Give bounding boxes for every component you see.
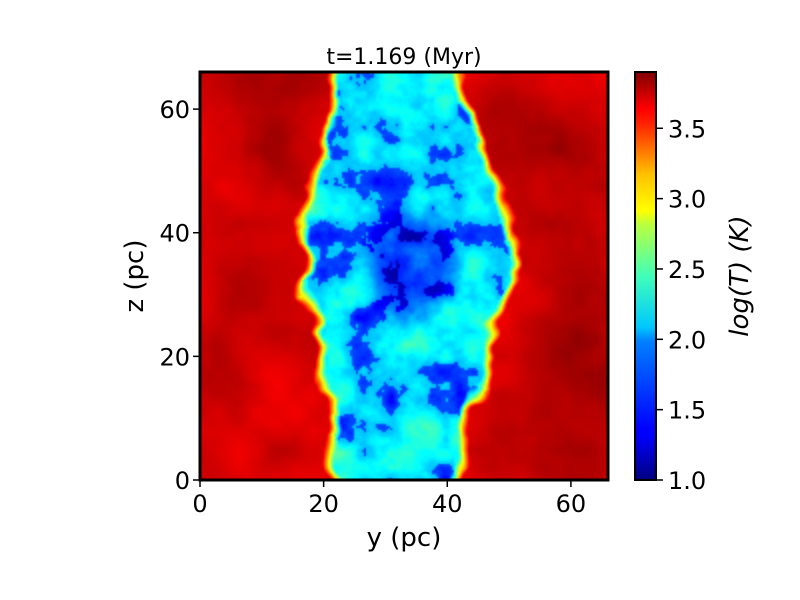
x-tick-label: 40	[432, 490, 463, 518]
colorbar	[634, 71, 657, 481]
x-axis-label: y (pc)	[367, 523, 442, 553]
colorbar-axis: 1.0 1.5 2.0 2.5 3.0 3.5	[656, 115, 706, 495]
heatmap	[200, 72, 608, 480]
y-tick-label: 60	[159, 96, 190, 124]
colorbar-tick-label: 2.5	[668, 256, 706, 284]
x-tick-label: 0	[192, 490, 207, 518]
colorbar-tick-label: 1.0	[668, 467, 706, 495]
colorbar-tick-label: 3.5	[668, 115, 706, 143]
colorbar-label: log(T) (K)	[725, 215, 755, 336]
x-tick-label: 20	[308, 490, 339, 518]
y-tick-label: 20	[159, 343, 190, 371]
heatmap-image	[200, 72, 608, 480]
x-axis: 0 20 40 60	[192, 480, 586, 518]
plot-frame	[198, 70, 610, 482]
colorbar-tick-label: 1.5	[668, 397, 706, 425]
y-tick-label: 40	[159, 220, 190, 248]
colorbar-tick-label: 2.0	[668, 326, 706, 354]
colorbar-tick-label: 3.0	[668, 186, 706, 214]
y-axis-label: z (pc)	[120, 240, 150, 313]
y-axis: 0 20 40 60	[159, 96, 200, 495]
y-tick-label: 0	[175, 467, 190, 495]
chart-title: t=1.169 (Myr)	[326, 45, 481, 70]
x-tick-label: 60	[556, 490, 587, 518]
